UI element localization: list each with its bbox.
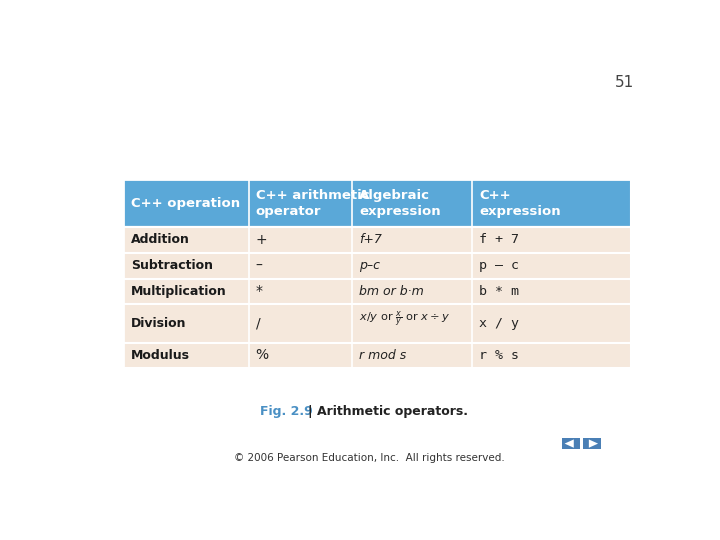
Text: –: –: [256, 259, 263, 273]
Text: C++ operation: C++ operation: [131, 197, 240, 210]
FancyBboxPatch shape: [582, 438, 601, 449]
Text: p – c: p – c: [479, 259, 519, 272]
Text: Algebraic
expression: Algebraic expression: [359, 188, 441, 218]
FancyBboxPatch shape: [124, 342, 631, 368]
Text: p–c: p–c: [359, 259, 380, 272]
Text: 51: 51: [615, 75, 634, 90]
FancyBboxPatch shape: [562, 438, 580, 449]
FancyBboxPatch shape: [124, 253, 631, 279]
FancyBboxPatch shape: [124, 179, 631, 227]
Text: f + 7: f + 7: [479, 233, 519, 246]
Text: Modulus: Modulus: [131, 349, 190, 362]
Text: C++
expression: C++ expression: [479, 188, 561, 218]
Text: b * m: b * m: [479, 285, 519, 298]
Text: bm or b·m: bm or b·m: [359, 285, 423, 298]
FancyBboxPatch shape: [124, 305, 631, 342]
Text: Subtraction: Subtraction: [131, 259, 213, 272]
Text: Multiplication: Multiplication: [131, 285, 227, 298]
FancyBboxPatch shape: [124, 227, 631, 253]
Text: +: +: [256, 233, 267, 247]
Text: Fig. 2.9: Fig. 2.9: [260, 406, 313, 419]
Text: r mod s: r mod s: [359, 349, 406, 362]
Text: | Arithmetic operators.: | Arithmetic operators.: [307, 406, 467, 419]
Text: x / y: x / y: [479, 317, 519, 330]
Polygon shape: [589, 440, 598, 448]
Text: %: %: [256, 348, 269, 362]
Text: Addition: Addition: [131, 233, 190, 246]
Text: Division: Division: [131, 317, 186, 330]
Polygon shape: [564, 440, 574, 448]
Text: $\mathit{x/y}$ or $\mathit{\frac{x}{y}}$ or $\mathit{x \div y}$: $\mathit{x/y}$ or $\mathit{\frac{x}{y}}$…: [359, 310, 450, 330]
Text: C++ arithmetic
operator: C++ arithmetic operator: [256, 188, 369, 218]
Text: r % s: r % s: [479, 349, 519, 362]
Text: /: /: [256, 316, 261, 330]
Text: © 2006 Pearson Education, Inc.  All rights reserved.: © 2006 Pearson Education, Inc. All right…: [233, 453, 505, 463]
Text: *: *: [256, 285, 263, 299]
FancyBboxPatch shape: [124, 279, 631, 305]
Text: f+7: f+7: [359, 233, 382, 246]
